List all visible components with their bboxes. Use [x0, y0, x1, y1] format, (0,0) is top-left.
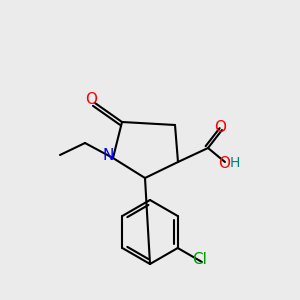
Text: O: O: [85, 92, 97, 107]
Text: Cl: Cl: [193, 253, 207, 268]
Text: O: O: [218, 155, 230, 170]
Text: N: N: [102, 148, 114, 164]
Text: O: O: [214, 121, 226, 136]
Text: H: H: [230, 156, 240, 170]
